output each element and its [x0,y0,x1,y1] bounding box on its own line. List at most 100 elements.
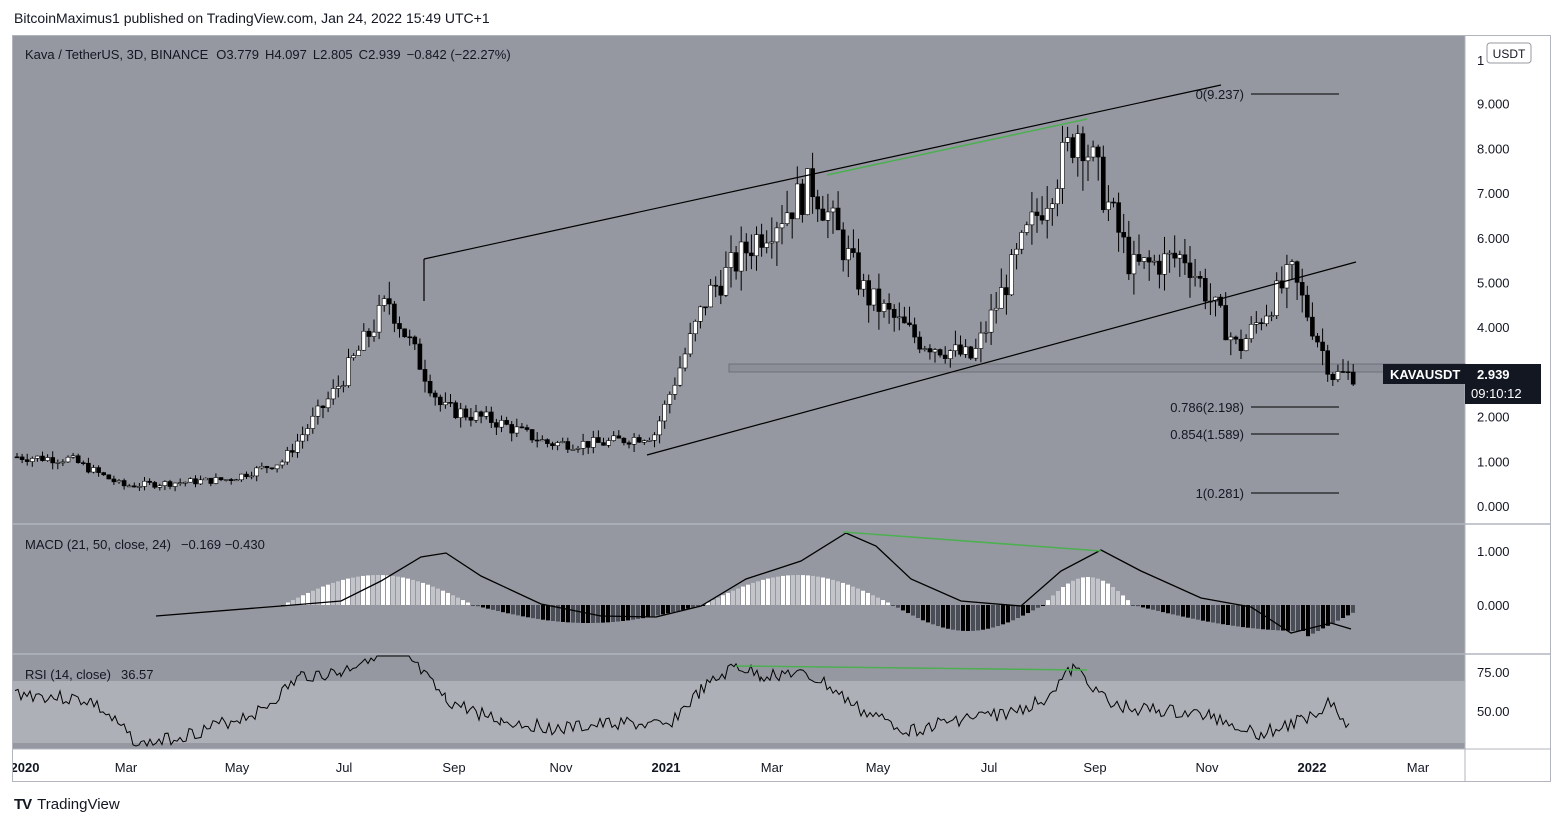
macd-bar [821,577,825,605]
macd-values: −0.169 −0.430 [181,537,265,552]
price-tick: 4.000 [1477,320,1510,335]
macd-bar [1281,605,1285,631]
macd-bar [436,588,440,605]
candle-body [1085,156,1091,162]
candle-body [856,252,861,290]
candle-body [647,440,652,442]
macd-legend: MACD (21, 50, close, 24) −0.169 −0.430 [25,537,265,552]
candle-body [1197,276,1203,279]
candle-body [953,344,958,351]
macd-bar [1221,605,1225,625]
candle-body [1345,371,1351,374]
macd-bar [626,605,630,621]
chart-container[interactable]: 0(9.237) 0.786(2.198) 0.854(1.589) 1(0.2… [11,35,1551,782]
price-axis-area[interactable] [1465,36,1551,781]
macd-bar [1081,577,1085,605]
countdown-timer: 09:10:12 [1471,386,1522,401]
macd-histogram [281,575,1355,637]
macd-bar [771,577,775,605]
candle-body [335,385,341,389]
macd-bar [976,605,980,631]
macd-line[interactable] [155,532,1352,634]
macd-bar [371,575,375,605]
candle-body [621,437,627,444]
macd-bar [321,586,325,605]
macd-bar [1286,605,1290,631]
time-label: Mar [115,760,138,775]
candle-body [539,439,545,442]
time-label: Mar [761,760,784,775]
macd-bar [1086,577,1090,605]
candle-body [1325,350,1330,375]
candle-body [167,481,173,487]
candle-body [509,424,515,434]
price-tick: 9.000 [1477,97,1510,112]
legend-open: 3.779 [226,47,259,62]
candle-body [223,479,229,481]
candle-body [968,346,974,359]
macd-bar [471,605,475,606]
candle-body [902,316,907,324]
candle-body [1259,322,1264,325]
channel-upper-line[interactable] [423,84,1222,260]
macd-bar [846,584,850,605]
macd-bar [646,605,650,618]
chart-legend: Kava / TetherUS, 3D, BINANCE O3.779 H4.097… [25,47,511,62]
candle-body [346,357,351,386]
channel-lower-line[interactable] [646,261,1357,456]
macd-bar [536,605,540,619]
time-label: Sep [1083,760,1106,775]
macd-bar [816,576,820,605]
candle-body [437,396,443,406]
currency-badge[interactable] [1486,42,1532,64]
candle-body [91,467,96,473]
macd-bar [1251,605,1255,629]
footer-brand[interactable]: TV TradingView [14,796,120,813]
macd-bar [861,590,865,605]
macd-bar [1151,605,1155,610]
macd-bar [761,579,765,605]
macd-bar [431,586,435,605]
price-pane[interactable] [13,36,1465,523]
time-label: Sep [442,760,465,775]
macd-bar [811,575,815,605]
time-axis-area[interactable] [13,749,1465,781]
candle-body [1172,252,1177,259]
macd-bar [681,605,685,610]
macd-bar [741,586,745,605]
candle-body [1264,315,1269,325]
candle-body [1095,146,1101,158]
price-tick: 1.000 [1477,454,1510,469]
candle-body [565,441,571,450]
candle-body [203,477,208,481]
legend-change: −0.842 (−22.27%) [407,47,511,62]
candle-body [422,369,428,382]
candle-body [1075,133,1081,158]
macd-bar [1061,587,1065,605]
candle-body [1315,335,1320,343]
macd-bar [401,577,405,605]
macd-bar [951,605,955,630]
macd-bar [621,605,625,621]
macd-bar [941,605,945,628]
time-label: May [225,760,250,775]
macd-bar [1111,587,1115,605]
macd-bar [316,588,320,605]
candle-body [738,241,744,272]
macd-tick-1: 1.000 [1477,544,1510,559]
candle-body [866,280,872,306]
candle-body [1192,276,1198,278]
candle-body [555,442,560,447]
candle-body [1223,305,1228,341]
chart-svg[interactable]: 0(9.237) 0.786(2.198) 0.854(1.589) 1(0.2… [11,36,1551,781]
candle-body [40,455,45,461]
time-axis: 2020 Mar May Jul Sep Nov 2021 Mar May Jul Sep Nov 20… [11,760,1430,775]
candle-body [1055,188,1060,205]
macd-bar [1171,605,1175,615]
candle-body [851,248,856,253]
candle-body [177,482,183,484]
macd-bar [1291,605,1295,631]
macd-bar [521,605,525,617]
fib-label-0: 0(9.237) [1196,87,1244,102]
rsi-line[interactable] [14,655,1350,748]
